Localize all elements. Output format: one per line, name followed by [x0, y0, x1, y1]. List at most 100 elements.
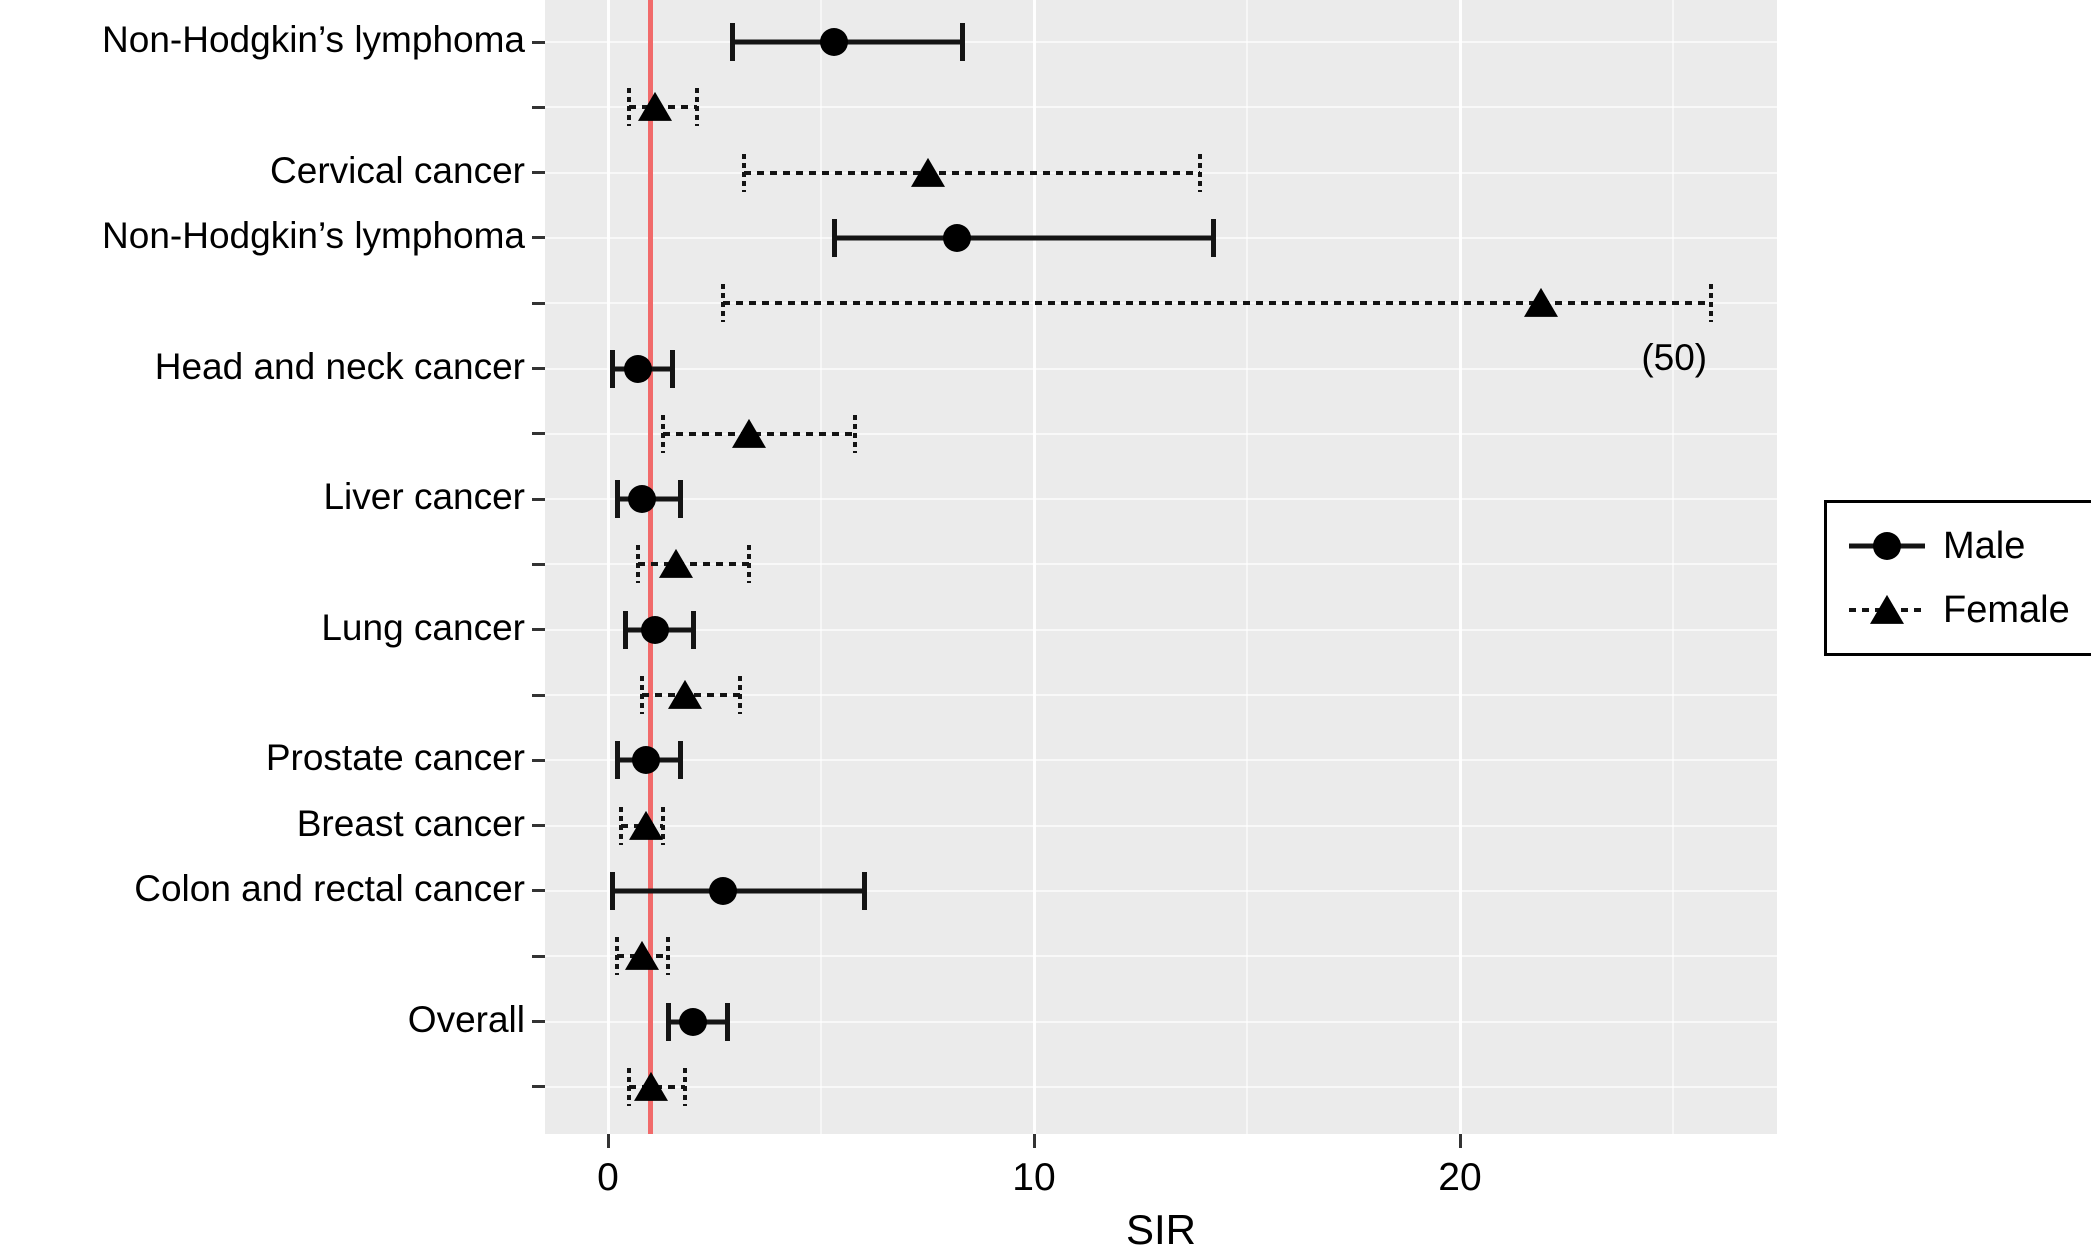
y-axis-tick — [532, 824, 545, 828]
female-marker-triangle — [659, 549, 694, 579]
ci-cap — [1198, 153, 1203, 192]
legend-key-male — [1849, 523, 1925, 569]
plot-panel — [545, 0, 1777, 1134]
legend-key-female — [1849, 587, 1925, 633]
y-axis-tick — [532, 628, 545, 632]
female-marker-triangle — [1870, 594, 1904, 624]
y-axis-label: Non-Hodgkin’s lymphoma — [102, 19, 525, 60]
gridline-horizontal — [545, 432, 1777, 435]
gridline-horizontal — [545, 759, 1777, 762]
female-marker-triangle — [637, 92, 672, 122]
ci-cap — [682, 1067, 687, 1106]
female-marker-triangle — [625, 941, 660, 971]
ci-cap — [853, 414, 858, 453]
ci-line — [723, 301, 1712, 306]
male-marker-circle — [709, 876, 738, 905]
gridline-major — [606, 0, 610, 1134]
gridline-horizontal — [545, 367, 1777, 370]
ci-cap — [635, 545, 640, 584]
gridline-horizontal — [545, 498, 1777, 501]
female-marker-triangle — [1523, 288, 1558, 318]
y-axis-tick — [532, 954, 545, 958]
ci-cap — [742, 153, 747, 192]
female-marker-triangle — [629, 810, 664, 840]
male-marker-circle — [819, 28, 848, 56]
gridline-minor — [820, 0, 822, 1134]
gridline-minor — [1672, 0, 1674, 1134]
gridline-horizontal — [545, 106, 1777, 109]
gridline-horizontal — [545, 1020, 1777, 1023]
legend-item-female: Female — [1849, 587, 2070, 633]
reference-line — [648, 0, 654, 1134]
ci-cap — [959, 23, 965, 61]
x-axis-title: SIR — [1125, 1206, 1197, 1253]
y-axis-label: Breast cancer — [296, 802, 525, 844]
legend-label: Male — [1943, 524, 2026, 567]
y-axis-label: Prostate cancer — [265, 737, 525, 779]
gridline-horizontal — [545, 628, 1777, 631]
ci-cap — [831, 218, 837, 257]
male-marker-circle — [628, 485, 657, 514]
ci-cap — [665, 1002, 671, 1041]
male-marker-circle — [632, 746, 661, 775]
ci-cap — [627, 88, 632, 127]
ci-cap — [861, 871, 867, 910]
ci-cap — [1210, 218, 1216, 257]
ci-cap — [614, 937, 619, 976]
y-axis-tick — [532, 497, 545, 501]
ci-line — [833, 235, 1213, 241]
y-axis-tick — [532, 1020, 545, 1023]
y-axis-tick — [532, 432, 545, 436]
y-axis-tick — [532, 105, 545, 109]
ci-cap — [627, 1067, 632, 1106]
x-axis-tick — [606, 1134, 610, 1148]
y-axis-tick — [532, 367, 545, 370]
ci-cap — [614, 480, 620, 519]
female-marker-triangle — [731, 418, 766, 448]
ci-cap — [678, 741, 684, 780]
y-axis-tick — [532, 236, 545, 240]
ci-cap — [614, 741, 620, 780]
gridline-major — [1032, 0, 1036, 1134]
ci-cap — [623, 610, 629, 649]
ci-cap — [610, 349, 616, 388]
ci-cap — [721, 284, 726, 323]
y-axis-tick — [532, 693, 545, 697]
ci-cap — [746, 545, 751, 584]
y-axis-label: Liver cancer — [323, 476, 525, 518]
x-axis-tick-label: 10 — [1012, 1156, 1056, 1199]
gridline-horizontal — [545, 889, 1777, 892]
y-axis-tick — [532, 171, 545, 175]
x-axis-tick — [1032, 1134, 1036, 1148]
male-marker-circle — [679, 1007, 708, 1036]
ci-cap — [669, 349, 675, 388]
y-axis-tick — [532, 301, 545, 305]
x-axis-tick-label: 20 — [1438, 1156, 1482, 1199]
ci-cap — [610, 871, 616, 910]
x-axis-tick-label: 0 — [597, 1156, 619, 1199]
gridline-horizontal — [545, 563, 1777, 566]
y-axis-label: Colon and rectal cancer — [134, 867, 525, 909]
legend: Male Female — [1824, 500, 2091, 656]
gridline-horizontal — [545, 955, 1777, 958]
clipped-upper-bound-annotation: (50) — [1641, 337, 1708, 379]
ci-line — [637, 562, 749, 567]
ci-line — [744, 170, 1201, 175]
ci-cap — [678, 480, 684, 519]
ci-cap — [729, 23, 735, 61]
y-axis-label: Lung cancer — [321, 606, 525, 648]
male-marker-circle — [640, 615, 669, 644]
ci-cap — [665, 937, 670, 976]
ci-cap — [691, 610, 697, 649]
y-axis-tick — [532, 889, 545, 893]
y-axis-label: Overall — [407, 998, 525, 1040]
ci-cap — [661, 414, 666, 453]
gridline-horizontal — [545, 824, 1777, 827]
y-axis-tick — [532, 1085, 545, 1089]
y-axis-tick — [532, 758, 545, 762]
y-axis-label: Head and neck cancer — [154, 345, 525, 387]
y-axis-tick — [532, 562, 545, 566]
male-marker-circle — [943, 223, 972, 252]
gridline-minor — [1246, 0, 1248, 1134]
